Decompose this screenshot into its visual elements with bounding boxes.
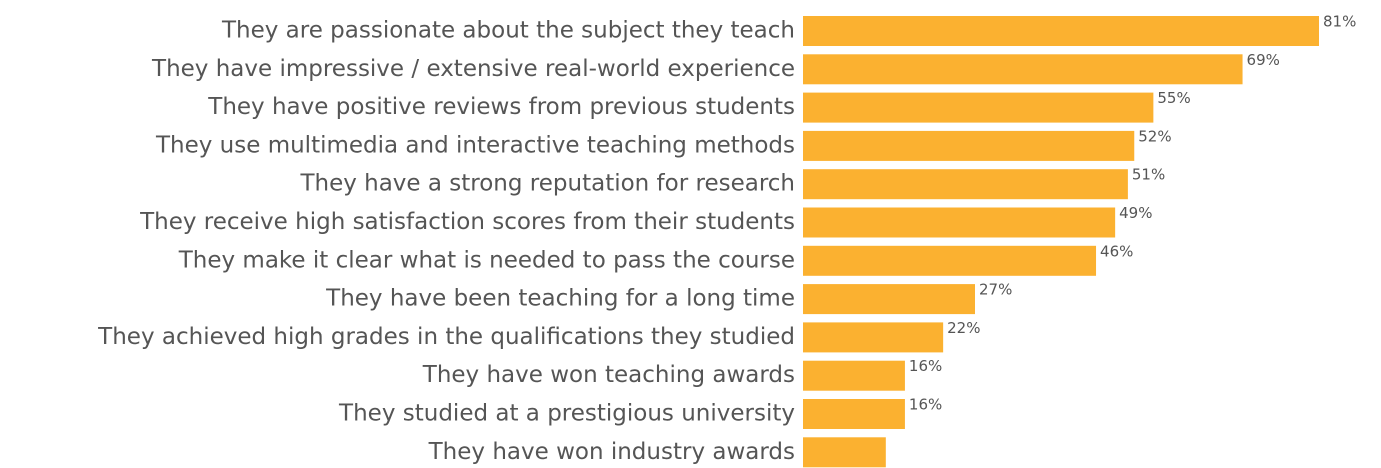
category-label: They have a strong reputation for resear… — [299, 171, 795, 197]
category-label: They have won teaching awards — [422, 362, 795, 388]
value-label: 16% — [909, 396, 942, 414]
bar — [803, 207, 1116, 238]
bar — [803, 245, 1097, 276]
value-label: 16% — [909, 357, 942, 375]
category-label: They achieved high grades in the qualifi… — [97, 324, 795, 350]
bar — [803, 322, 944, 353]
value-label: 46% — [1100, 242, 1133, 260]
value-label: 69% — [1247, 51, 1280, 69]
category-label: They have positive reviews from previous… — [207, 94, 795, 120]
value-label: 22% — [947, 319, 980, 337]
category-label: They are passionate about the subject th… — [221, 18, 795, 44]
bar — [803, 16, 1319, 46]
category-label: They have impressive / extensive real-wo… — [151, 56, 795, 82]
bar — [803, 130, 1135, 161]
value-label: 55% — [1157, 89, 1190, 107]
bar — [803, 54, 1243, 85]
category-label: They use multimedia and interactive teac… — [155, 132, 795, 158]
category-label: They studied at a prestigious university — [338, 401, 795, 427]
bar — [803, 92, 1154, 123]
category-label: They receive high satisfaction scores fr… — [139, 209, 795, 235]
bar — [803, 360, 905, 391]
bar — [803, 284, 975, 315]
value-label: 27% — [979, 281, 1012, 299]
bar — [803, 437, 886, 468]
value-label: 52% — [1138, 127, 1171, 145]
category-label: They have won industry awards — [428, 439, 795, 465]
value-label: 49% — [1119, 204, 1152, 222]
category-label: They have been teaching for a long time — [325, 286, 795, 312]
bar — [803, 399, 905, 429]
value-label: 81% — [1323, 13, 1356, 31]
bar — [803, 169, 1128, 200]
category-label: They make it clear what is needed to pas… — [178, 247, 795, 273]
value-label: 51% — [1132, 166, 1165, 184]
